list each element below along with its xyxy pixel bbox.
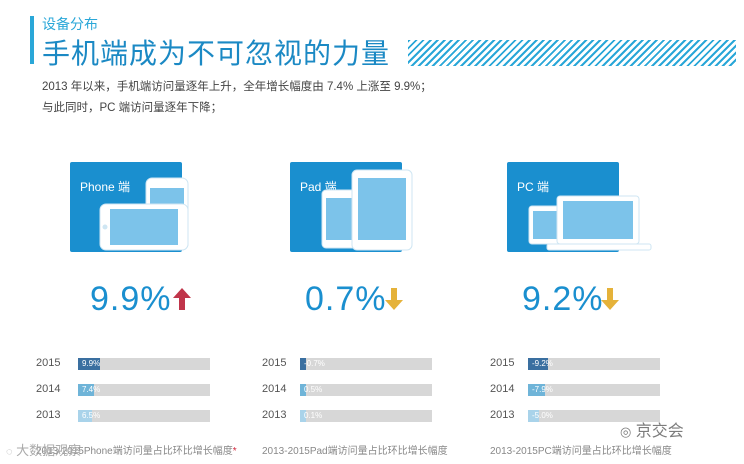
pc-bar-2014 (528, 384, 546, 396)
pc-bar-value-label-2013: -5.0% (532, 411, 553, 420)
pad-device-panel: Pad 端 (290, 162, 440, 256)
pc-bar-track-2013: -5.0% (528, 410, 660, 422)
pc-bar-track-2014: -7.9% (528, 384, 660, 396)
phone-bar-2014 (78, 384, 95, 396)
down-arrow-icon (385, 288, 403, 310)
phone-bar-value-label-2013: 6.5% (82, 411, 101, 420)
pc-bar-2013 (528, 410, 539, 422)
pc-bar-value-label-2014: -7.9% (532, 385, 553, 394)
pad-bar-track-2015: -0.7% (300, 358, 432, 370)
up-arrow-icon (173, 288, 191, 310)
pad-chart-caption: 2013-2015Pad端访问量占比环比增长幅度 (262, 446, 448, 457)
phone-panel-label: Phone 端 (80, 180, 131, 194)
phone-year-label-2014: 2014 (36, 383, 61, 395)
pad-headline-value: 0.7% (305, 280, 387, 318)
pc-devices-icon (528, 195, 652, 251)
pc-bar-track-2015: -9.2% (528, 358, 660, 370)
caption-footnote-mark: * (232, 446, 237, 457)
pad-year-label-2013: 2013 (262, 409, 287, 421)
watermark-right: ◎ 京交会 (620, 417, 684, 441)
description-line-2: 与此同时，PC 端访问量逐年下降； (42, 102, 223, 114)
phone-device-panel: Phone 端 (70, 162, 220, 256)
phone-bar-2015 (78, 358, 100, 370)
pad-bar-track-2014: 0.5% (300, 384, 432, 396)
phone-headline-value: 9.9% (90, 280, 172, 318)
phone-devices-icon (99, 177, 189, 251)
phone-caption-text: 2013-2015Phone端访问量占比环比增长幅度 (36, 446, 233, 457)
watermark-right-text: 京交会 (635, 423, 684, 440)
pad-bar-value-label-2014: 0.5% (304, 385, 323, 394)
phone-bar-track-2015: 9.9% (78, 358, 210, 370)
pad-bar-value-label-2013: 0.1% (304, 411, 323, 420)
wechat-icon: ◎ (620, 424, 632, 439)
section-label: 设备分布 (42, 16, 98, 32)
pad-devices-icon (321, 169, 413, 251)
title-accent-bar (30, 16, 34, 64)
description-line-1: 2013 年以来，手机端访问量逐年上升，全年增长幅度由 7.4% 上涨至 9.9… (42, 81, 432, 93)
down-arrow-icon (601, 288, 619, 310)
pc-chart-caption: 2013-2015PC端访问量占比环比增长幅度 (490, 446, 672, 457)
pad-bar-2014 (300, 384, 306, 396)
watermark-left: ◌ 大数据观察 (6, 440, 81, 459)
phone-year-label-2015: 2015 (36, 357, 61, 369)
pad-bar-2015 (300, 358, 306, 370)
pc-bar-value-label-2015: -9.2% (532, 359, 553, 368)
pad-bar-2013 (300, 410, 306, 422)
pad-bar-value-label-2015: -0.7% (304, 359, 325, 368)
page-title: 手机端成为不可忽视的力量 (42, 38, 391, 69)
phone-bar-value-label-2015: 9.9% (82, 359, 101, 368)
phone-bar-value-label-2014: 7.4% (82, 385, 101, 394)
decorative-hatch (408, 40, 736, 66)
speech-bubble-icon: ◌ (6, 446, 13, 458)
pc-year-label-2014: 2014 (490, 383, 515, 395)
phone-bar-track-2013: 6.5% (78, 410, 210, 422)
pc-device-panel: PC 端 (507, 162, 657, 256)
watermark-left-text: 大数据观察 (16, 443, 82, 458)
phone-bar-2013 (78, 410, 93, 422)
pc-headline-value: 9.2% (522, 280, 604, 318)
pc-bar-2015 (528, 358, 549, 370)
pc-year-label-2013: 2013 (490, 409, 515, 421)
phone-year-label-2013: 2013 (36, 409, 61, 421)
phone-chart-caption: 2013-2015Phone端访问量占比环比增长幅度* (36, 442, 237, 457)
pad-bar-track-2013: 0.1% (300, 410, 432, 422)
pad-year-label-2014: 2014 (262, 383, 287, 395)
pc-year-label-2015: 2015 (490, 357, 515, 369)
pad-year-label-2015: 2015 (262, 357, 287, 369)
phone-bar-track-2014: 7.4% (78, 384, 210, 396)
pc-panel-label: PC 端 (517, 180, 550, 194)
